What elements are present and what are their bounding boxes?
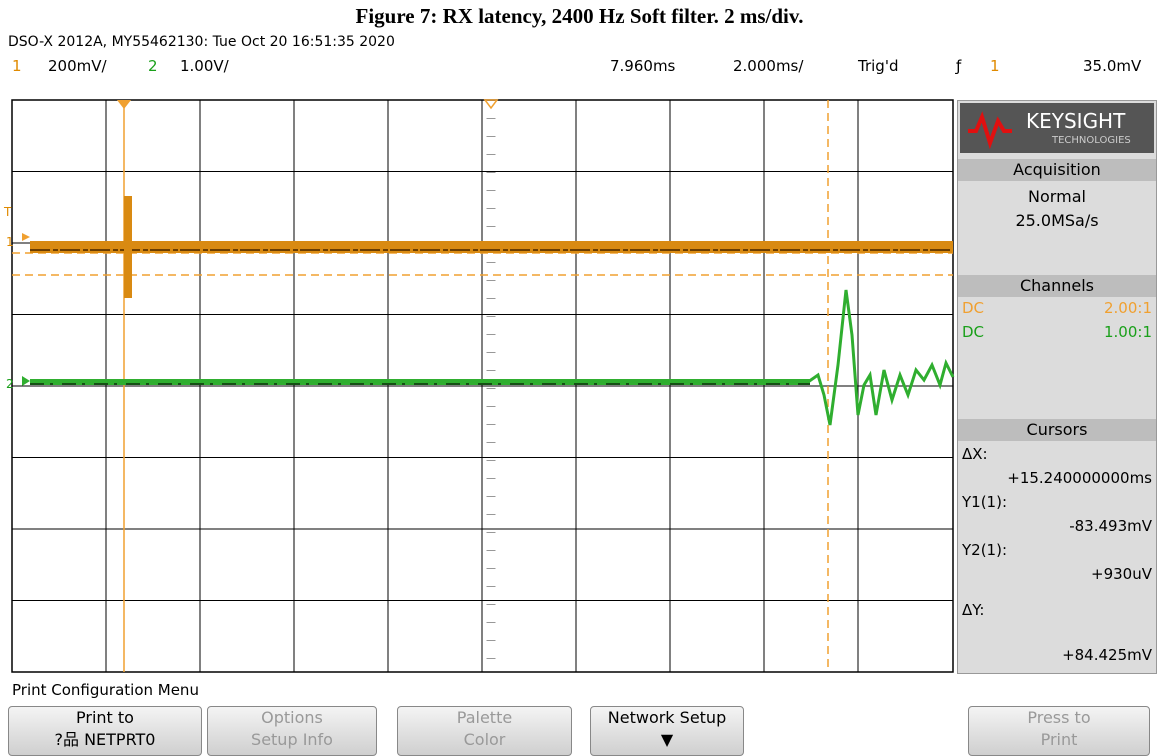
ch1-trace [30, 241, 953, 253]
palette-button[interactable]: Palette Color [397, 706, 572, 756]
brand: KEYSIGHT [1026, 109, 1125, 133]
logo-wave [966, 109, 1016, 149]
logo: KEYSIGHT TECHNOLOGIES [960, 103, 1154, 153]
options-button[interactable]: Options Setup Info [207, 706, 377, 756]
button-label: Palette [398, 707, 571, 729]
channels-header: Channels [958, 275, 1156, 297]
timebase: 2.000ms/ [733, 57, 803, 75]
button-value: Color [398, 729, 571, 751]
ch2-scale: 1.00V/ [180, 57, 229, 75]
menu-title: Print Configuration Menu [12, 681, 199, 699]
cursors-header: Cursors [958, 419, 1156, 441]
brand-sub: TECHNOLOGIES [1052, 135, 1131, 146]
ch2-marker: 2 [6, 377, 14, 391]
scope-header: DSO-X 2012A, MY55462130: Tue Oct 20 16:5… [8, 34, 395, 50]
dy-value: +84.425mV [1062, 646, 1152, 664]
caption: Figure 7: RX latency, 2400 Hz Soft filte… [0, 4, 1159, 29]
side-panel: KEYSIGHT TECHNOLOGIES Acquisition Normal… [957, 100, 1157, 674]
delay: 7.960ms [610, 57, 675, 75]
button-label: Press to [969, 707, 1149, 729]
trigger-state: Trig'd [858, 57, 898, 75]
print-button[interactable]: Press to Print [968, 706, 1150, 756]
button-arrow: ▼ [591, 729, 743, 751]
network-setup-button[interactable]: Network Setup ▼ [590, 706, 744, 756]
trigger-level: 35.0mV [1083, 57, 1141, 75]
y2-value: +930uV [1091, 565, 1152, 583]
dy-label: ΔY: [962, 601, 985, 619]
y2-label: Y2(1): [962, 541, 1007, 559]
acq-rate: 25.0MSa/s [958, 211, 1156, 230]
ch1-scale: 200mV/ [48, 57, 107, 75]
button-value: ?品 NETPRT0 [9, 729, 201, 751]
ch2-probe: 1.00:1 [1104, 323, 1152, 341]
ch2-coupling: DC [962, 323, 984, 341]
ch1-label: 1 [12, 57, 22, 75]
ch1-trigger-marker: T [4, 205, 11, 219]
button-value: Print [969, 729, 1149, 751]
trigger-source: 1 [990, 57, 1000, 75]
status-bar: 1 200mV/ 2 1.00V/ 7.960ms 2.000ms/ Trig'… [0, 55, 1159, 77]
acquisition-header: Acquisition [958, 159, 1156, 181]
ch1-pulse [124, 196, 132, 298]
page: {"caption":"Figure 7: RX latency, 2400 H… [0, 0, 1159, 754]
dx-label: ΔX: [962, 445, 988, 463]
acq-mode: Normal [958, 187, 1156, 206]
y1-label: Y1(1): [962, 493, 1007, 511]
button-label: Print to [9, 707, 201, 729]
ch1-coupling: DC [962, 299, 984, 317]
print-to-button[interactable]: Print to ?品 NETPRT0 [8, 706, 202, 756]
ch2-label: 2 [148, 57, 158, 75]
y1-value: -83.493mV [1069, 517, 1152, 535]
trigger-icon: ƒ [956, 57, 961, 75]
ch1-marker: 1 [6, 235, 14, 249]
dx-value: +15.240000000ms [1007, 469, 1152, 487]
button-label: Network Setup [591, 707, 743, 729]
ch1-probe: 2.00:1 [1104, 299, 1152, 317]
button-value: Setup Info [208, 729, 376, 751]
button-label: Options [208, 707, 376, 729]
waveform-display [0, 95, 957, 677]
